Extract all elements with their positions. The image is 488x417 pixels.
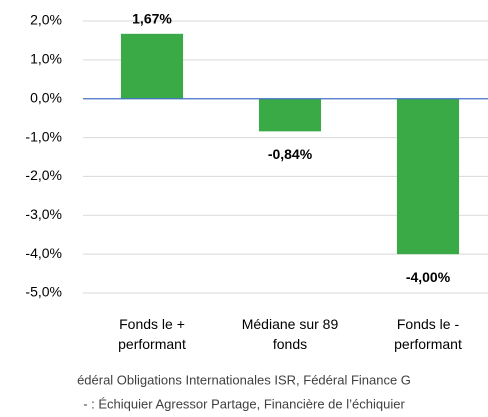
y-tick-label: -1,0% [25,128,62,144]
data-label: -0,84% [268,146,313,162]
x-tick-label: Fonds le -performant [394,316,462,352]
y-tick-label: -4,0% [25,245,62,261]
bar [258,98,322,132]
bar [120,33,184,99]
y-tick-label: 0,0% [30,89,62,105]
y-tick-label: 1,0% [30,51,62,67]
x-tick-label: Fonds le + performant [118,316,186,352]
bar [396,98,460,255]
footnote: - : Échiquier Agressor Partage, Financiè… [83,396,405,411]
y-tick-label: 2,0% [30,12,62,28]
y-tick-label: -5,0% [25,284,62,300]
data-label: -4,00% [406,269,451,285]
x-tick-label: Médiane sur 89 fonds [242,316,339,352]
footnote: édéral Obligations Internationales ISR, … [77,372,411,387]
y-tick-label: -2,0% [25,167,62,183]
y-tick-label: -3,0% [25,206,62,222]
data-label: 1,67% [132,11,172,27]
